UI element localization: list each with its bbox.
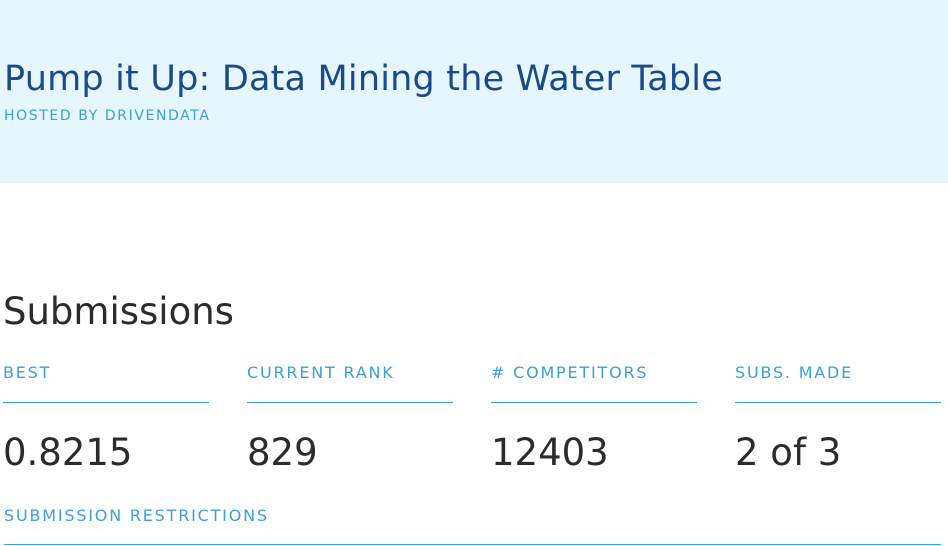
stat-competitors: # COMPETITORS 12403 xyxy=(491,362,697,475)
stat-divider xyxy=(247,402,453,403)
stat-current-rank-label: CURRENT RANK xyxy=(247,363,395,382)
stat-best: BEST 0.8215 xyxy=(3,362,209,475)
stat-best-value: 0.8215 xyxy=(3,431,133,474)
competition-header: Pump it Up: Data Mining the Water Table … xyxy=(0,0,948,183)
stat-current-rank: CURRENT RANK 829 xyxy=(247,362,453,475)
stat-divider xyxy=(735,402,941,403)
competition-title: Pump it Up: Data Mining the Water Table xyxy=(4,59,723,99)
stat-best-label: BEST xyxy=(3,363,52,382)
stat-subs-made: SUBS. MADE 2 of 3 xyxy=(735,362,941,475)
restrictions-divider xyxy=(4,544,941,545)
stat-divider xyxy=(3,402,209,403)
stat-competitors-value: 12403 xyxy=(491,431,609,474)
submission-restrictions: SUBMISSION RESTRICTIONS xyxy=(4,505,941,545)
stat-competitors-label: # COMPETITORS xyxy=(491,363,649,382)
submissions-heading: Submissions xyxy=(3,290,234,333)
stat-current-rank-value: 829 xyxy=(247,431,318,474)
stat-subs-made-label: SUBS. MADE xyxy=(735,363,854,382)
competition-host: HOSTED BY DRIVENDATA xyxy=(4,108,211,124)
stat-subs-made-value: 2 of 3 xyxy=(735,431,842,474)
stat-divider xyxy=(491,402,697,403)
submission-restrictions-toggle[interactable]: SUBMISSION RESTRICTIONS xyxy=(4,506,269,525)
